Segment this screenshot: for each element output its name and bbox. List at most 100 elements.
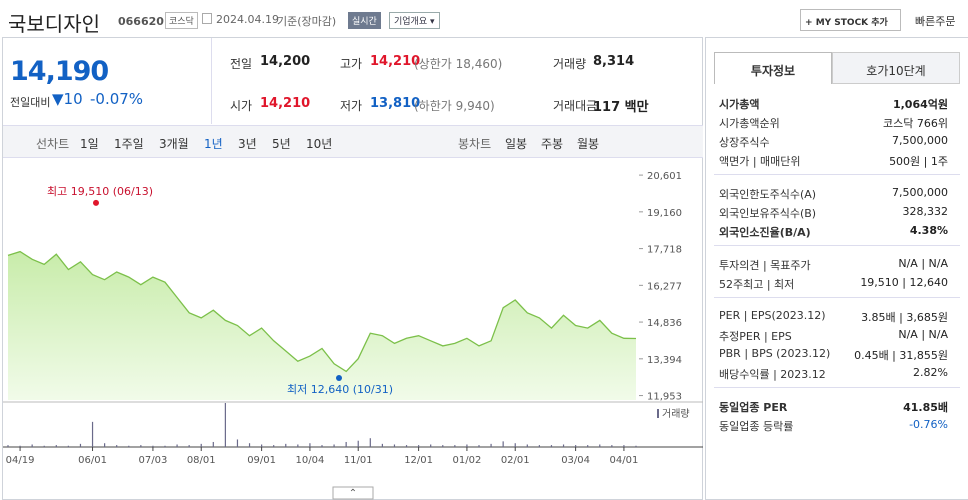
info-value: 7,500,000	[892, 186, 948, 199]
divider	[211, 38, 212, 124]
info-value: 2.82%	[913, 366, 948, 379]
volume-bar	[236, 439, 239, 447]
section-divider	[714, 245, 960, 246]
volume-bar	[152, 445, 154, 447]
x-tick-label: 08/01	[187, 455, 216, 466]
stat-note: (상한가 18,460)	[414, 57, 503, 71]
volume-bar	[357, 440, 359, 447]
y-tick-label: 20,601	[647, 171, 682, 182]
period-tab[interactable]: 일봉	[505, 137, 528, 151]
y-tick-label: 13,394	[647, 355, 682, 366]
info-label: 외국인보유주식수(B)	[719, 207, 817, 220]
side-tab[interactable]: 호가10단계	[832, 52, 960, 84]
change-value: 10	[63, 90, 83, 108]
stat-note: (하한가 9,940)	[414, 99, 495, 113]
period-tab[interactable]: 1일	[80, 137, 99, 151]
volume-bar	[104, 443, 106, 447]
stat-value: 14,200	[260, 54, 311, 69]
volume-bar	[418, 445, 420, 447]
volume-bar	[248, 443, 251, 447]
volume-bar	[478, 445, 480, 447]
info-label: 추정PER | EPS	[719, 330, 792, 343]
period-tab[interactable]: 10년	[306, 137, 333, 151]
volume-bar	[43, 445, 45, 447]
high-label: 최고 19,510 (06/13)	[47, 185, 153, 198]
period-tab[interactable]: 3개월	[159, 137, 189, 151]
x-tick-label: 03/04	[561, 455, 590, 466]
side-tab[interactable]: 투자정보	[714, 52, 832, 84]
info-label: 동일업종 PER	[719, 401, 788, 414]
period-tab[interactable]: 월봉	[577, 137, 600, 151]
change: ▼10	[52, 90, 83, 108]
volume-bar	[550, 445, 553, 447]
info-value: 7,500,000	[892, 134, 948, 147]
volume-bar	[261, 444, 263, 447]
volume-bar	[611, 445, 613, 447]
volume-bar	[514, 443, 516, 447]
mystock-button[interactable]: + MY STOCK 추가	[800, 9, 901, 31]
volume-bar	[164, 445, 166, 447]
overview-text: 기업개요	[394, 17, 428, 27]
volume-legend-swatch	[657, 409, 659, 418]
high-marker	[93, 199, 99, 206]
volume-bar	[454, 445, 456, 447]
volume-bar	[309, 443, 311, 447]
info-value: 41.85배	[903, 401, 948, 414]
period-tab[interactable]: 1년	[204, 137, 223, 151]
volume-bar	[91, 421, 94, 447]
y-tick-label: 14,836	[647, 318, 682, 329]
chart: ⌃ 20,601 19,160 17,718 16,277 14,836 13,394 11…	[3, 171, 703, 500]
overview-button[interactable]: 기업개요 ▾	[389, 12, 440, 29]
toggle-button[interactable]	[332, 486, 374, 500]
info-label: 외국인소진율(B/A)	[719, 226, 811, 239]
volume-bar	[285, 443, 287, 447]
realtime-badge[interactable]: 실시간	[348, 12, 381, 29]
y-tick-label: 16,277	[647, 281, 682, 292]
volume-bar	[333, 444, 335, 447]
info-value: N/A | N/A	[898, 328, 948, 341]
info-value: 328,332	[902, 205, 949, 218]
info-value: 500원 | 1주	[889, 155, 948, 168]
period-bar	[3, 125, 703, 158]
period-tab[interactable]: 1주일	[114, 137, 144, 151]
volume-legend: 거래량	[662, 408, 690, 420]
volume-bar	[67, 445, 69, 447]
section-divider	[714, 387, 960, 388]
x-tick-label: 07/03	[139, 455, 168, 466]
period-tab[interactable]: 주봉	[541, 137, 564, 151]
volume-bar	[19, 445, 21, 447]
volume-bar	[297, 444, 299, 447]
volume-bar	[442, 445, 444, 447]
volume-bar	[31, 444, 33, 447]
info-value: -0.76%	[909, 418, 948, 431]
stat-label: 저가	[340, 99, 363, 113]
volume-bar	[599, 444, 601, 447]
volume-bar	[200, 443, 202, 447]
volume-bar	[562, 444, 565, 447]
volume-bar	[116, 445, 118, 447]
x-tick-label: 02/01	[501, 455, 530, 466]
stat-label: 거래량	[553, 57, 587, 71]
period-tab[interactable]: 3년	[238, 137, 257, 151]
volume-bar	[140, 445, 142, 447]
info-label: 시가총액순위	[719, 117, 780, 130]
volume-bar	[466, 444, 468, 447]
section-divider	[714, 297, 960, 298]
period-tab[interactable]: 5년	[272, 137, 291, 151]
volume-bar	[381, 443, 383, 447]
volume-bar	[176, 444, 178, 447]
info-value: N/A | N/A	[898, 257, 948, 270]
volume-bar	[526, 444, 528, 447]
stat-label: 시가	[230, 99, 253, 113]
x-tick-label: 04/19	[6, 455, 35, 466]
price-line	[7, 250, 637, 373]
volume-bar	[502, 441, 504, 447]
quick-order[interactable]: 빠른주문	[915, 15, 956, 28]
toggle-icon: ⌃	[349, 488, 357, 499]
volume-bar	[79, 443, 82, 447]
volume-bar	[224, 403, 226, 447]
low-label: 최저 12,640 (10/31)	[287, 383, 393, 396]
area-fill	[8, 251, 636, 400]
volume-bar	[369, 438, 371, 447]
stat-value: 8,314	[593, 54, 635, 69]
